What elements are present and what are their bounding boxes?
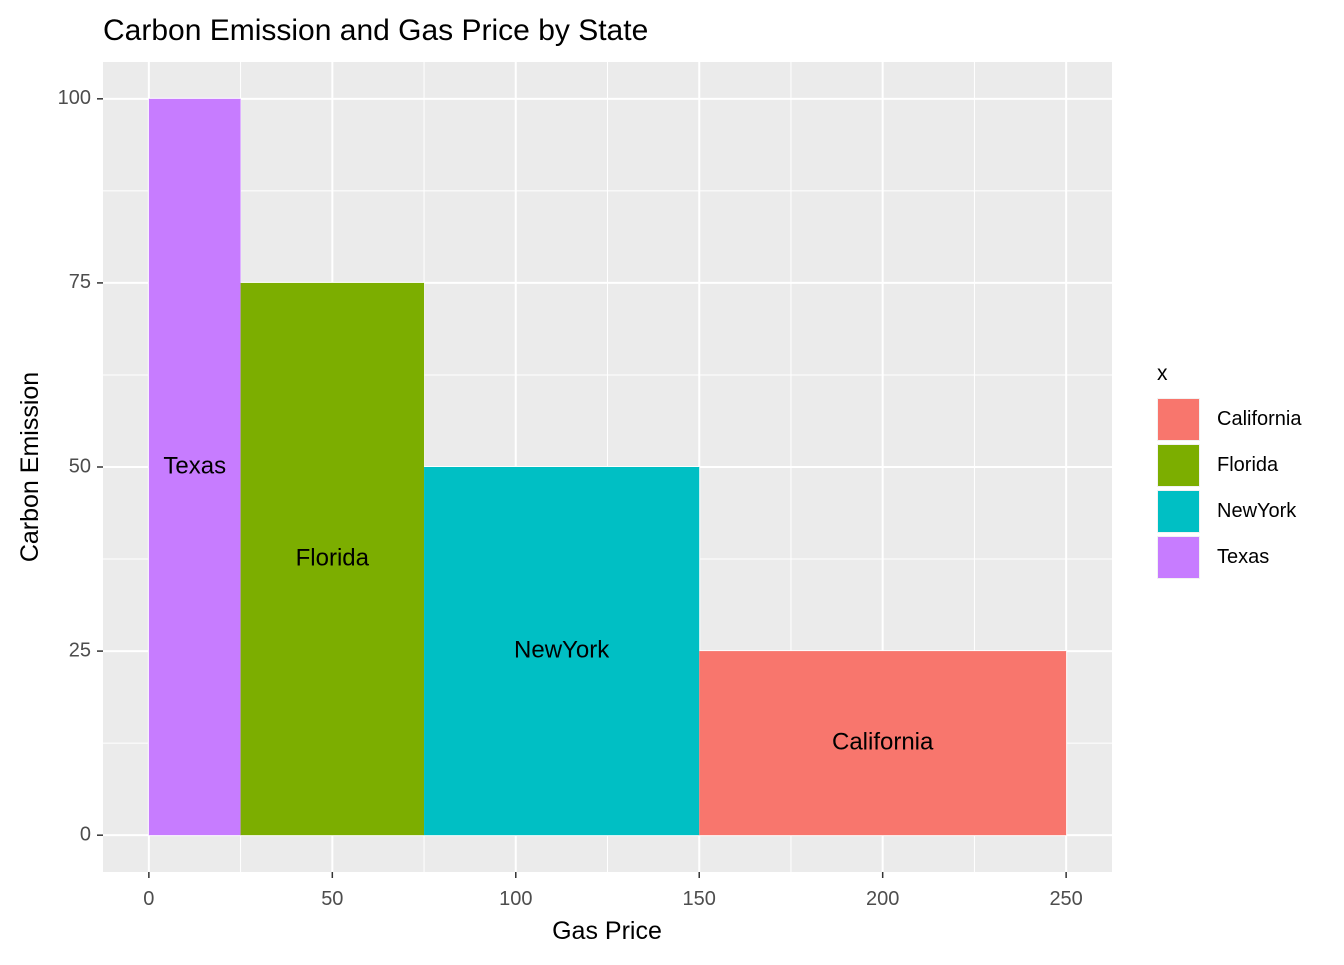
y-tick-label-1: 25 <box>69 639 91 661</box>
bars <box>148 98 1067 836</box>
legend-title: x <box>1157 362 1168 385</box>
legend-label-texas: Texas <box>1217 546 1269 568</box>
legend-swatch-newyork <box>1158 491 1199 532</box>
bar-label-newyork: NewYork <box>514 636 610 663</box>
legend-label-california: California <box>1217 408 1302 430</box>
x-tick-label-2: 100 <box>499 888 532 910</box>
legend: x California Florida NewYork Texas <box>1157 362 1302 579</box>
bar-texas <box>148 98 241 836</box>
bar-newyork <box>424 467 700 836</box>
y-tick-label-4: 100 <box>58 87 91 109</box>
bar-florida <box>240 282 425 836</box>
legend-label-newyork: NewYork <box>1217 500 1297 522</box>
chart-title: Carbon Emission and Gas Price by State <box>103 14 648 47</box>
legend-label-florida: Florida <box>1217 454 1279 476</box>
y-tick-label-3: 75 <box>69 271 91 293</box>
y-axis-title: Carbon Emission <box>16 372 44 562</box>
bar-california <box>699 651 1067 836</box>
bar-label-florida: Florida <box>296 544 370 571</box>
x-axis-title: Gas Price <box>552 917 662 945</box>
y-tick-label-0: 0 <box>80 823 91 845</box>
bar-label-texas: Texas <box>163 452 226 479</box>
x-axis: 0 50 100 150 200 250 <box>143 872 1083 910</box>
x-tick-label-5: 250 <box>1049 888 1082 910</box>
legend-swatch-florida <box>1158 445 1199 486</box>
y-axis: 0 25 50 75 100 <box>58 87 103 845</box>
legend-swatch-texas <box>1158 537 1199 578</box>
x-tick-label-1: 50 <box>321 888 343 910</box>
legend-swatch-california <box>1158 399 1199 440</box>
x-tick-label-0: 0 <box>143 888 154 910</box>
x-tick-label-3: 150 <box>683 888 716 910</box>
y-tick-label-2: 50 <box>69 455 91 477</box>
x-tick-label-4: 200 <box>866 888 899 910</box>
bar-label-california: California <box>832 728 934 755</box>
legend-items: California Florida NewYork Texas <box>1157 398 1302 579</box>
bar-labels: Texas Florida NewYork California <box>163 452 934 755</box>
